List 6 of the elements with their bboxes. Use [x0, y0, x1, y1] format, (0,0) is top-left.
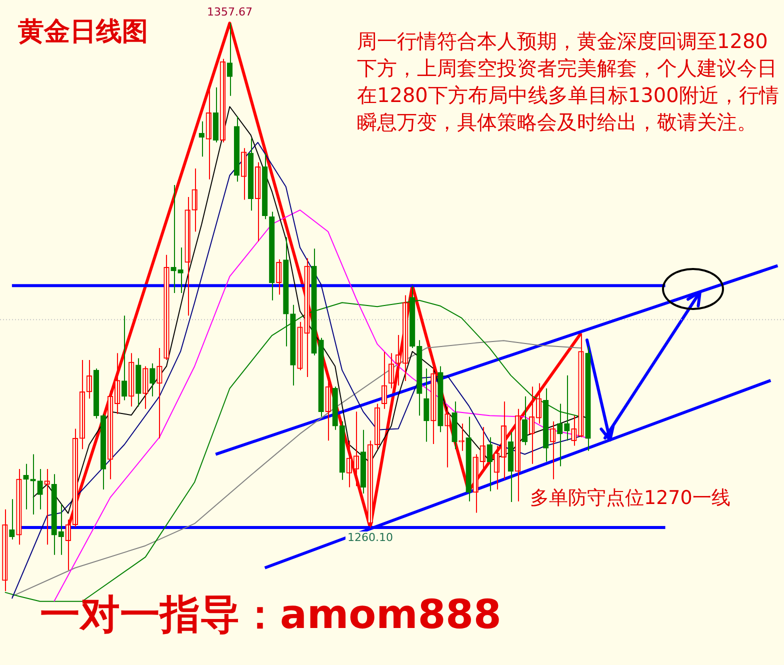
- text: 一对一指导：amom888: [40, 591, 502, 640]
- annotation: 1357.67: [206, 5, 252, 18]
- annotation: 1260.10: [347, 530, 393, 544]
- annotation: 周一行情符合本人预期，黄金深度回调至1280下方，上周套空投资者完美解套，个人建议今日在1280下方布局中线多单目标1300附近，行情瞬息万变，具体策略会及时给出，敬请关注。: [357, 28, 780, 136]
- chart-title: 黄金日线图: [18, 16, 148, 49]
- annotation: 多单防守点位1270一线: [530, 486, 732, 510]
